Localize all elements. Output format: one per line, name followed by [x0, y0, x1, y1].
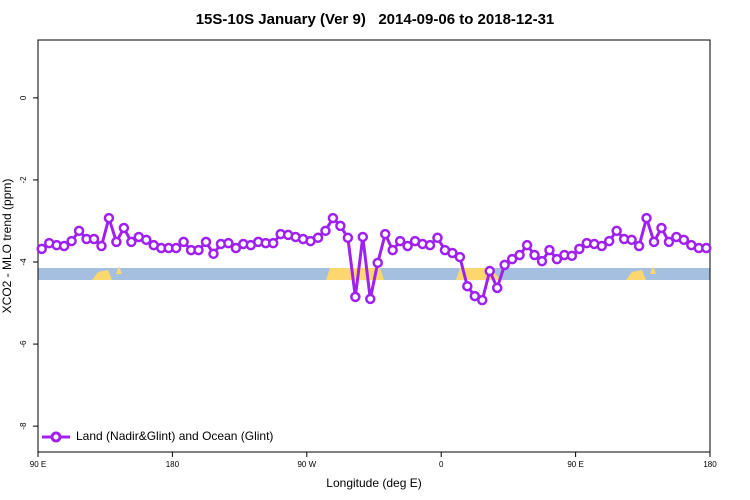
- point: [514, 249, 525, 261]
- x-tick-label: 180: [703, 460, 717, 469]
- point: [320, 225, 331, 237]
- point: [574, 243, 585, 255]
- point: [477, 294, 488, 306]
- y-tick-label: -8: [19, 422, 28, 430]
- point: [626, 234, 637, 246]
- y-tick-label: 0: [19, 95, 28, 100]
- point: [66, 235, 77, 247]
- chart-title: 15S-10S January (Ver 9) 2014-09-06 to 20…: [196, 11, 555, 28]
- point: [88, 233, 100, 245]
- point: [200, 236, 212, 248]
- point: [432, 232, 443, 244]
- legend-label: Land (Nadir&Glint) and Ocean (Glint): [76, 429, 273, 443]
- land-patch: [92, 270, 112, 280]
- point: [551, 253, 563, 265]
- point: [641, 212, 652, 224]
- y-tick-label: -4: [19, 258, 28, 266]
- point: [596, 240, 607, 252]
- point: [663, 236, 675, 248]
- point: [357, 231, 369, 243]
- point: [506, 253, 518, 265]
- point: [178, 236, 189, 248]
- point: [656, 222, 667, 234]
- point: [342, 232, 354, 244]
- point: [327, 212, 339, 224]
- point: [447, 247, 458, 259]
- point: [372, 257, 383, 269]
- point: [230, 242, 242, 254]
- x-tick-label: 180: [166, 460, 180, 469]
- point: [111, 236, 122, 248]
- point: [701, 242, 712, 254]
- point: [633, 240, 645, 252]
- point: [454, 251, 466, 263]
- x-tick-label: 0: [439, 460, 444, 469]
- point: [350, 291, 361, 303]
- land-patch: [626, 270, 646, 280]
- point: [208, 248, 219, 260]
- point: [193, 244, 204, 256]
- point: [491, 282, 503, 294]
- point: [648, 236, 660, 248]
- point: [96, 240, 107, 252]
- point: [379, 228, 391, 240]
- point: [365, 293, 376, 305]
- point: [267, 237, 279, 249]
- legend: Land (Nadir&Glint) and Ocean (Glint): [42, 429, 273, 443]
- legend-marker: [50, 431, 62, 443]
- y-tick-label: -2: [19, 176, 28, 184]
- point: [462, 280, 473, 292]
- point: [611, 225, 622, 237]
- point: [544, 244, 555, 256]
- point: [73, 225, 85, 237]
- point: [126, 236, 137, 248]
- point: [603, 235, 615, 247]
- point: [484, 265, 495, 277]
- land-patch: [116, 266, 122, 274]
- x-tick-label: 90 E: [30, 460, 46, 469]
- point: [36, 243, 47, 255]
- x-axis-label: Longitude (deg E): [326, 476, 421, 490]
- point: [335, 220, 346, 232]
- x-tick-label: 90 E: [567, 460, 583, 469]
- point: [387, 244, 398, 256]
- point: [312, 232, 324, 244]
- point: [529, 249, 540, 261]
- point: [118, 222, 130, 234]
- point: [223, 237, 234, 249]
- point: [536, 255, 548, 267]
- y-axis-label: XCO2 - MLO trend (ppm): [0, 179, 14, 314]
- point: [499, 259, 510, 271]
- land-patch: [650, 266, 656, 274]
- point: [424, 239, 436, 251]
- point: [469, 290, 481, 302]
- series-line: [40, 216, 707, 302]
- land-patch: [326, 268, 384, 280]
- point: [103, 212, 115, 224]
- point: [394, 235, 406, 247]
- point: [678, 234, 690, 246]
- y-tick-label: -6: [19, 340, 28, 348]
- point: [141, 234, 152, 246]
- point: [170, 242, 182, 254]
- point: [58, 240, 70, 252]
- point: [402, 240, 413, 252]
- point: [521, 239, 533, 251]
- x-tick-label: 90 W: [297, 460, 316, 469]
- point: [566, 250, 578, 262]
